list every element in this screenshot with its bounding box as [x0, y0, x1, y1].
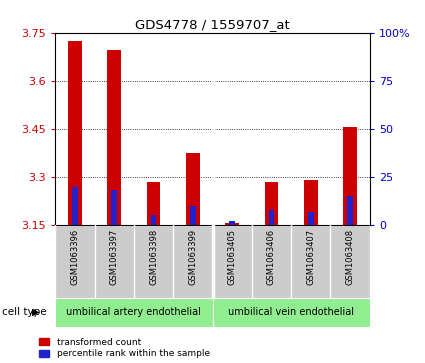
- Bar: [347, 196, 353, 225]
- Bar: [269, 210, 274, 225]
- Text: umbilical artery endothelial: umbilical artery endothelial: [66, 307, 201, 317]
- Bar: [212, 298, 370, 327]
- Text: cell type: cell type: [2, 307, 47, 317]
- Bar: [265, 182, 278, 225]
- Text: ▶: ▶: [32, 307, 40, 317]
- Text: GSM1063407: GSM1063407: [306, 229, 315, 285]
- Bar: [55, 298, 212, 327]
- Text: GSM1063399: GSM1063399: [188, 229, 197, 285]
- Bar: [308, 212, 314, 225]
- Text: GSM1063406: GSM1063406: [267, 229, 276, 285]
- Text: GSM1063408: GSM1063408: [346, 229, 354, 285]
- Text: umbilical vein endothelial: umbilical vein endothelial: [228, 307, 354, 317]
- Bar: [111, 191, 117, 225]
- Text: GSM1063398: GSM1063398: [149, 229, 158, 285]
- Bar: [147, 182, 160, 225]
- Legend: transformed count, percentile rank within the sample: transformed count, percentile rank withi…: [39, 338, 210, 359]
- Bar: [68, 41, 82, 225]
- Bar: [304, 180, 317, 225]
- Text: GSM1063405: GSM1063405: [228, 229, 237, 285]
- Bar: [72, 187, 78, 225]
- Text: GSM1063396: GSM1063396: [71, 229, 79, 285]
- Text: GSM1063397: GSM1063397: [110, 229, 119, 285]
- Bar: [225, 224, 239, 225]
- Bar: [108, 50, 121, 225]
- Bar: [151, 216, 156, 225]
- Bar: [230, 221, 235, 225]
- Bar: [186, 153, 200, 225]
- Bar: [190, 206, 196, 225]
- Title: GDS4778 / 1559707_at: GDS4778 / 1559707_at: [135, 19, 290, 32]
- Bar: [343, 127, 357, 225]
